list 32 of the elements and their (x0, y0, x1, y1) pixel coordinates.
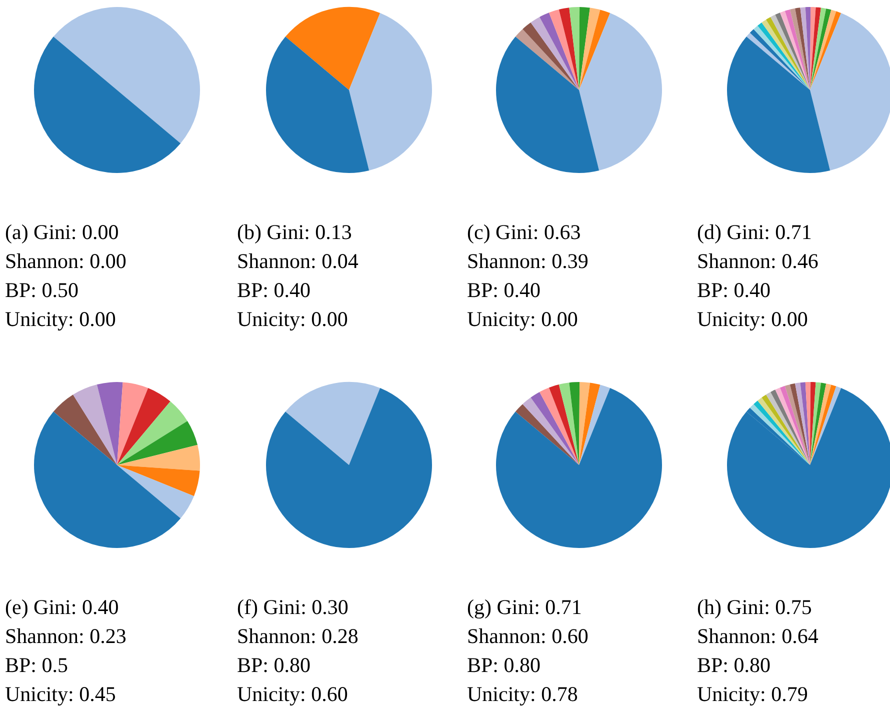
text: BP: 0.40 (237, 277, 312, 304)
text: Unicity: 0.79 (697, 681, 809, 708)
text: Unicity: 0.45 (5, 681, 117, 708)
text: Unicity: 0.00 (467, 306, 579, 333)
text: Shannon: 0.00 (5, 248, 126, 275)
text: Unicity: 0.00 (697, 306, 809, 333)
text: (d) Gini: 0.71 (697, 219, 813, 246)
text: Shannon: 0.28 (237, 623, 358, 650)
text: BP: 0.80 (467, 652, 542, 679)
text: Shannon: 0.46 (697, 248, 818, 275)
text: (g) Gini: 0.71 (467, 594, 583, 621)
text: Unicity: 0.00 (5, 306, 117, 333)
text: (h) Gini: 0.75 (697, 594, 813, 621)
text: (c) Gini: 0.63 (467, 219, 582, 246)
text: Shannon: 0.39 (467, 248, 588, 275)
text: Unicity: 0.78 (467, 681, 579, 708)
text: BP: 0.80 (697, 652, 772, 679)
text: Unicity: 0.00 (237, 306, 349, 333)
text: Unicity: 0.60 (237, 681, 349, 708)
text: Shannon: 0.60 (467, 623, 588, 650)
text: Shannon: 0.64 (697, 623, 818, 650)
text: Shannon: 0.23 (5, 623, 126, 650)
text: (a) Gini: 0.00 (5, 219, 120, 246)
text: (e) Gini: 0.40 (5, 594, 120, 621)
text: Shannon: 0.04 (237, 248, 358, 275)
text: (f) Gini: 0.30 (237, 594, 350, 621)
text: BP: 0.50 (5, 277, 80, 304)
text: BP: 0.40 (467, 277, 542, 304)
text: BP: 0.80 (237, 652, 312, 679)
text: BP: 0.5 (5, 652, 70, 679)
text: BP: 0.40 (697, 277, 772, 304)
text: (b) Gini: 0.13 (237, 219, 353, 246)
